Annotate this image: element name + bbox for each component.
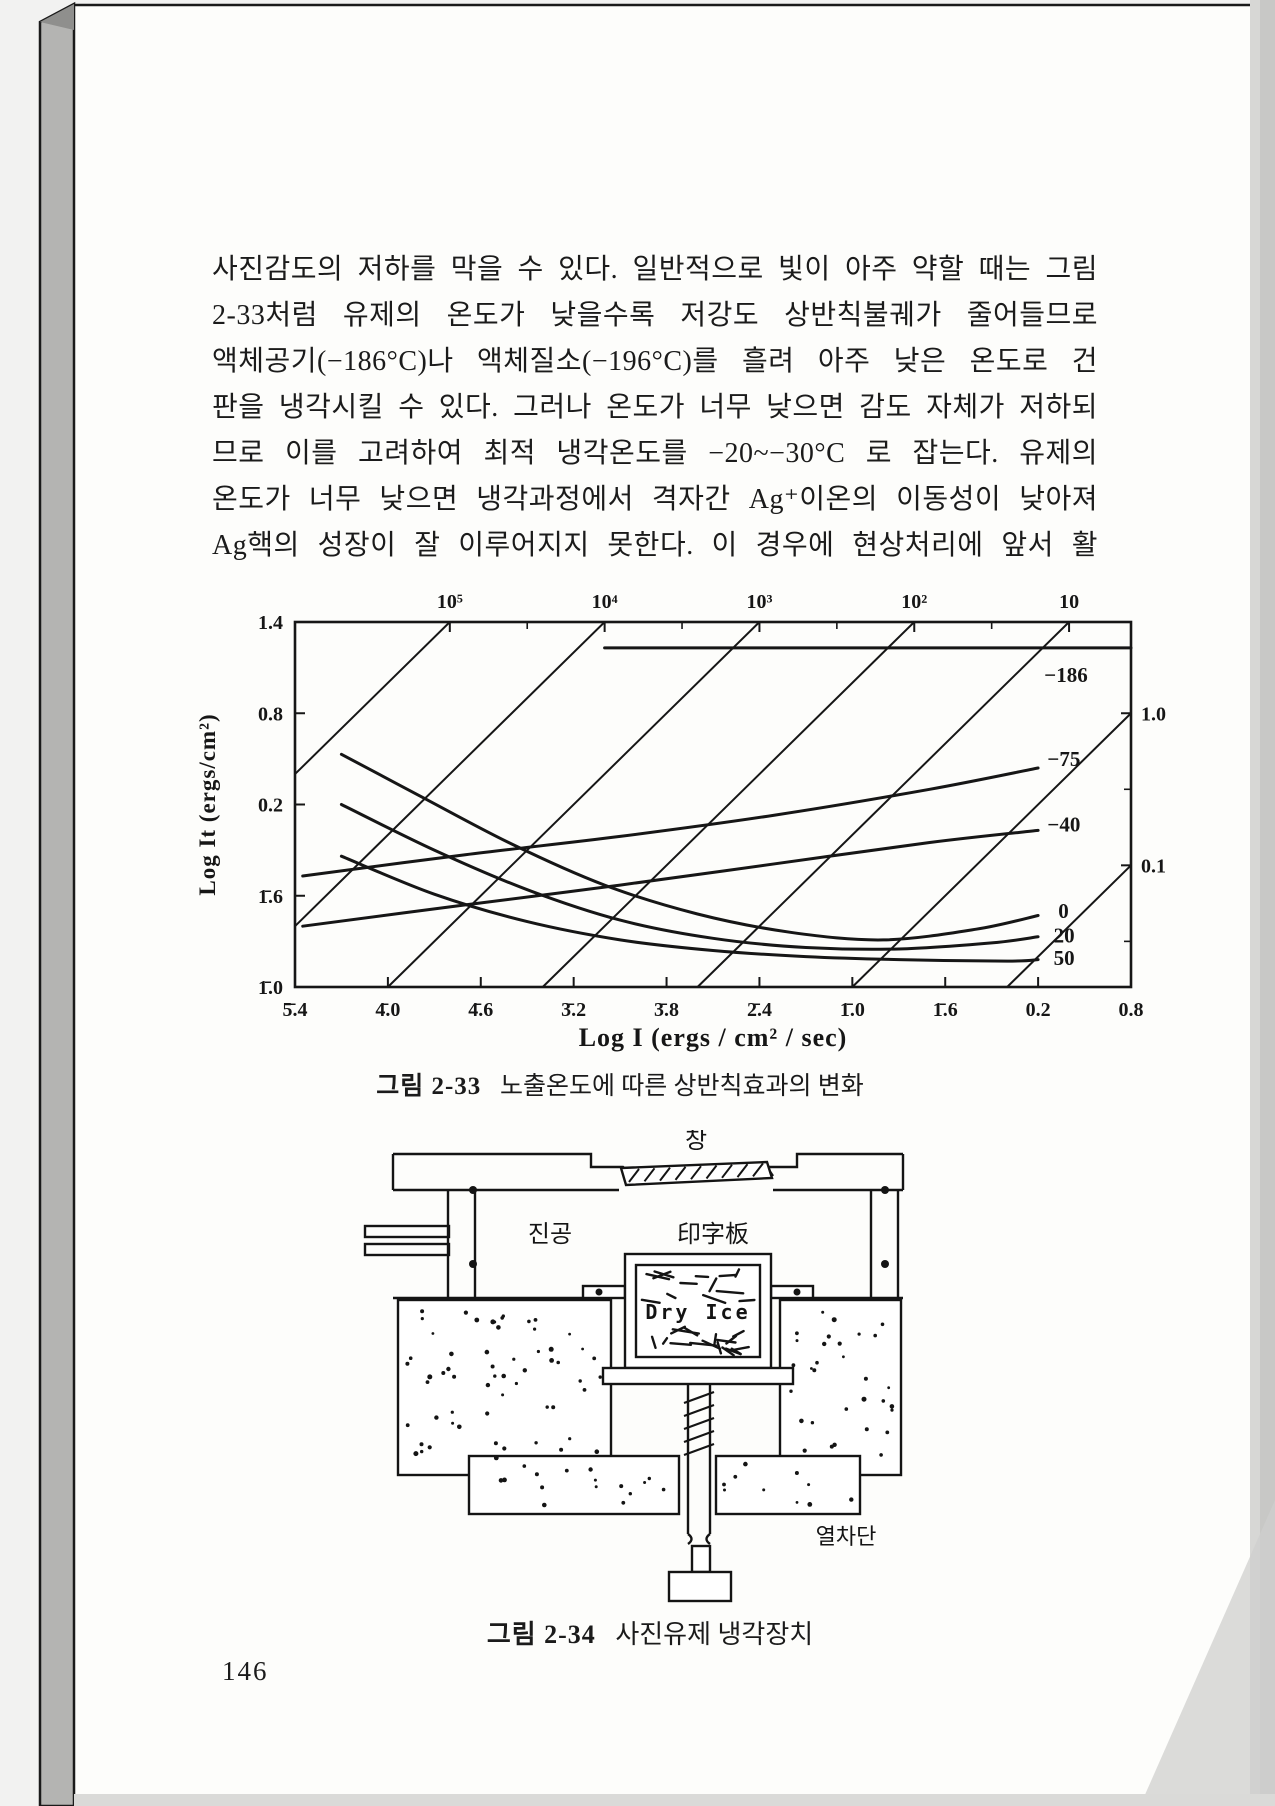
iso-time-line	[1006, 864, 1132, 988]
temp-curve-label: −75	[1047, 747, 1080, 771]
screw-handle	[667, 1570, 733, 1603]
paragraph-line: 사진감도의 저하를 막을 수 있다. 일반적으로 빛이 아주 약할 때는 그림	[212, 254, 1098, 285]
vacuum-pipe	[363, 1224, 451, 1239]
iso-time-line	[542, 621, 915, 988]
plot-border	[293, 620, 1133, 989]
paragraph-line: 액체공기(−186°C)나 액체질소(−196°C)를 흘려 아주 낮은 온도로…	[212, 346, 1098, 377]
lid-left	[393, 1152, 638, 1181]
x-tick-label: 3̄.2	[561, 999, 586, 1021]
x-tick-label: 2̄.4	[747, 999, 772, 1021]
temp-curve-label: −186	[1044, 663, 1087, 687]
temp-curve-20	[339, 803, 1040, 951]
temp-curve-label: −40	[1047, 812, 1080, 836]
x-axis-title: Log I (ergs / cm² / sec)	[579, 1023, 848, 1052]
right-time-label: 0.1	[1141, 855, 1166, 877]
x-tick-label: 1̄.6	[933, 999, 958, 1021]
top-time-label: 10	[1059, 591, 1079, 613]
top-time-label: 10³	[746, 591, 772, 613]
figure-2-34-caption-number: 그림 2-34	[486, 1620, 596, 1649]
paragraph-line: Ag핵의 성장이 잘 이루어지지 못한다. 이 경우에 현상처리에 앞서 활	[212, 530, 1098, 561]
figure-2-34-diagram: 창 진공 印字板 Dry Ice 열차단	[363, 1130, 905, 1603]
temp-curve-label: 0	[1058, 899, 1069, 923]
temp-curve--75	[301, 766, 1040, 878]
lid-right	[764, 1152, 903, 1177]
paragraph-line: 2-33처럼 유제의 온도가 낮을수록 저강도 상반칙불궤가 줄어들므로	[212, 300, 1098, 331]
x-tick-label: 3̄.8	[654, 999, 679, 1021]
y-tick-label: 1.4	[258, 612, 283, 634]
iso-time-line	[387, 621, 761, 988]
heat-shield-left	[467, 1454, 681, 1516]
x-tick-label: 5̄.4	[283, 999, 308, 1021]
body-paragraph: 사진감도의 저하를 막을 수 있다. 일반적으로 빛이 아주 약할 때는 그림 2…	[212, 247, 1098, 569]
figure-2-33-chart: 5̄.4 4̄.0 4̄.6 3̄.2 3̄.8 2̄.4 1̄.0 1̄.6 0.2 0.8 1.…	[195, 591, 1166, 1052]
printing-plate-label: 印字板	[677, 1221, 749, 1248]
figure-2-34-caption: 그림 2-34 사진유제 냉각장치	[300, 1614, 1000, 1651]
screw-threads	[683, 1390, 715, 1457]
figure-2-33-caption: 그림 2-33 노출온도에 따른 상반칙효과의 변화	[190, 1066, 1050, 1102]
screw-shaft	[686, 1384, 712, 1534]
heat-shield-label: 열차단	[816, 1524, 877, 1549]
heat-shield-right	[714, 1454, 862, 1516]
insulation-block-left	[396, 1298, 613, 1477]
x-tick-label: 0.2	[1026, 999, 1051, 1021]
base-plate	[601, 1366, 795, 1386]
y-tick-label: 1̄.6	[258, 886, 283, 908]
bolts	[469, 1186, 889, 1296]
temp-curve-label: 20	[1054, 923, 1075, 947]
top-time-label: 10⁵	[437, 591, 463, 613]
temp-curve-0	[339, 752, 1040, 942]
x-tick-label: 0.8	[1119, 999, 1144, 1021]
window-label: 창	[685, 1130, 707, 1154]
temp-curve-label: 50	[1054, 946, 1075, 970]
dry-ice-scribbles	[640, 1268, 756, 1357]
x-tick-label: 1̄.0	[840, 999, 865, 1021]
y-tick-label: 0.8	[258, 703, 283, 725]
temp-curve-50	[339, 854, 1040, 963]
x-tick-label: 4̄.6	[468, 999, 493, 1021]
paragraph-line: 므로 이를 고려하여 최적 냉각온도를 −20~−30°C 로 잡는다. 유제의	[212, 438, 1098, 469]
top-time-label: 10²	[901, 591, 927, 613]
vacuum-label: 진공	[528, 1221, 572, 1248]
paragraph-line: 판을 냉각시킬 수 있다. 그러나 온도가 너무 낮으면 감도 자체가 저하되	[212, 392, 1098, 423]
paragraph-line: 온도가 너무 낮으면 냉각과정에서 격자간 Ag⁺이온의 이동성이 낮아져	[212, 484, 1098, 515]
temp-curve--40	[301, 828, 1040, 928]
insulation-dots	[405, 1309, 895, 1508]
dry-ice-label: Dry Ice	[645, 1300, 750, 1324]
device-outline	[363, 1152, 905, 1603]
book-spine-edge	[38, 1, 76, 1806]
window-hatching	[628, 1162, 764, 1183]
iso-time-line	[851, 712, 1132, 988]
iso-time-line	[696, 621, 1070, 988]
x-tick-label: 4̄.0	[375, 999, 400, 1021]
figure-2-34-caption-text: 사진유제 냉각장치	[615, 1620, 814, 1649]
page-number: 146	[222, 1656, 269, 1686]
y-tick-label: 1̄.0	[258, 977, 283, 999]
iso-time-line	[294, 621, 606, 927]
figure-2-33-caption-number: 그림 2-33	[376, 1073, 482, 1100]
top-time-label: 10⁴	[592, 591, 618, 613]
figure-2-33-caption-text: 노출온도에 따른 상반칙효과의 변화	[500, 1073, 864, 1100]
y-tick-label: 0.2	[258, 795, 283, 817]
y-axis-title: Log It (ergs/cm²)	[195, 713, 220, 895]
insulation-block-right	[778, 1298, 903, 1477]
right-time-label: 1.0	[1141, 703, 1166, 725]
iso-time-line	[294, 621, 451, 775]
